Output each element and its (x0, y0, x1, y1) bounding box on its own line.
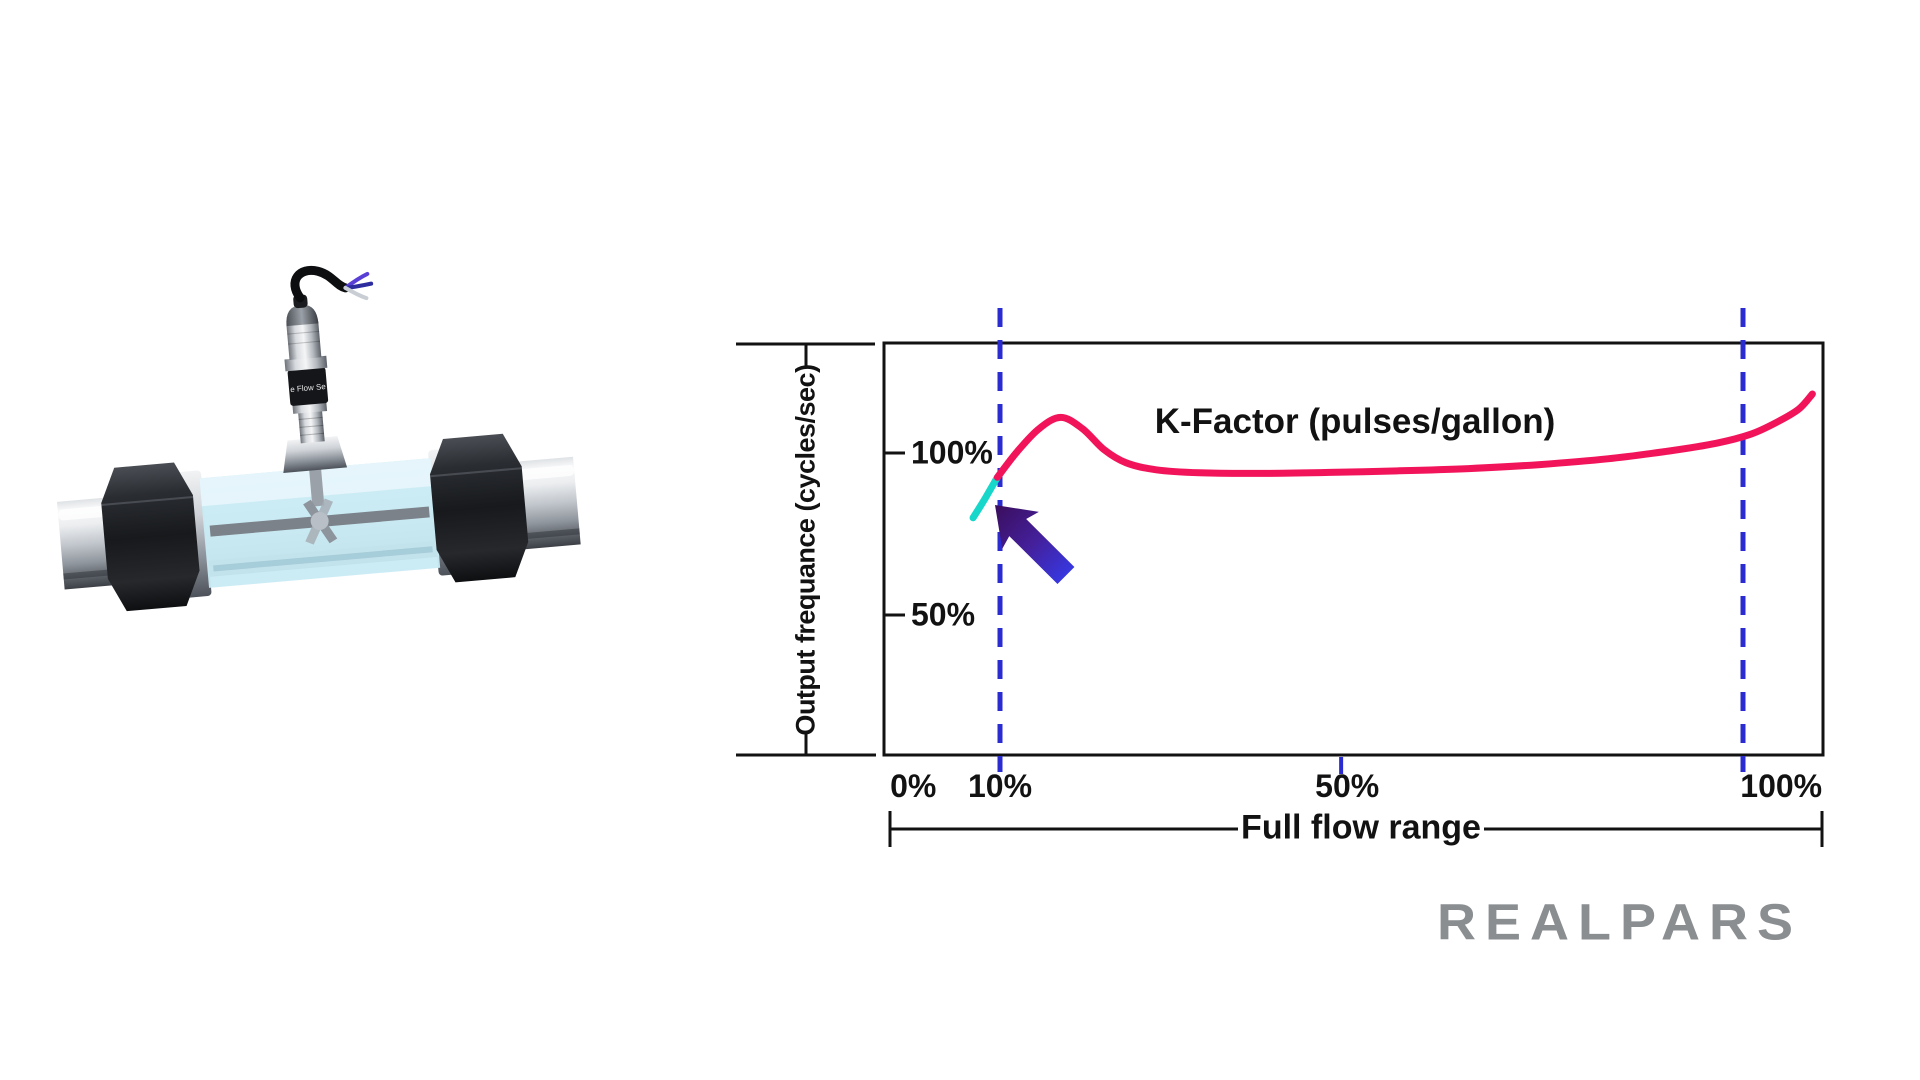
dashed-lines-layer (997, 308, 1746, 774)
y-axis-label: Output frequance (cycles/sec) (790, 364, 821, 736)
x-tick-label: 100% (1740, 768, 1823, 804)
thread-line (299, 424, 324, 428)
rotor-hub (310, 512, 329, 531)
sensor-hex-fitting (283, 436, 348, 473)
x-tick-label: 10% (967, 768, 1033, 804)
x-axis-label: Full flow range (1241, 808, 1481, 847)
groove-line (288, 340, 321, 345)
right-hex-nut (429, 433, 529, 583)
k-factor-curve (993, 390, 1816, 481)
groove-line (287, 330, 320, 335)
sensor-band-text: e Flow Se (290, 382, 327, 394)
nut-facet-line (101, 495, 194, 506)
left-hex-nut (101, 462, 200, 612)
x-tick-label: 0% (890, 768, 937, 804)
wire-gray (343, 285, 369, 301)
curve-title: K-Factor (pulses/gallon) (1154, 402, 1556, 441)
sensor-neck (298, 409, 325, 444)
turbine-flow-meter-illustration: e Flow Se (56, 265, 581, 612)
x-tick-label: 50% (1315, 768, 1380, 804)
sensor-collar (284, 355, 328, 372)
ticks-layer (884, 451, 905, 617)
thread-line (298, 416, 323, 420)
x-axis-bracket (888, 811, 1824, 847)
nut-facet-line (430, 467, 522, 478)
plot-border (882, 341, 1825, 757)
realpars-logo: REALPARS (1436, 893, 1802, 951)
glass-streak (213, 546, 433, 572)
sensor-label-band (287, 367, 329, 406)
pickup-stem (309, 467, 325, 507)
sensor-body (286, 321, 322, 361)
sensor-dome (286, 304, 319, 327)
low-flow-nonlinear-segment (969, 473, 1001, 522)
y-axis-bracket (736, 342, 876, 757)
y-tick-label: 50% (911, 596, 976, 633)
curves-layer (969, 390, 1816, 522)
sensor-cable (290, 265, 350, 303)
calibration-arrow (995, 505, 1075, 584)
thread-line (300, 432, 325, 436)
arrow-layer (995, 505, 1075, 584)
y-tick-label: 100% (911, 434, 993, 471)
